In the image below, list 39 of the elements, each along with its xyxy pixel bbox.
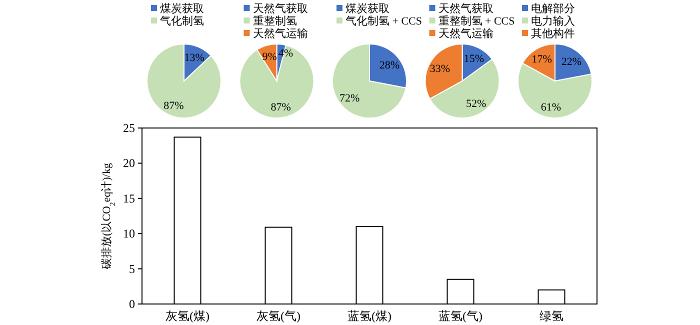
- legend-label: 气化制氢 + CCS: [346, 14, 422, 28]
- data-label: 33%: [430, 62, 450, 75]
- x-tick-label: 灰氢(气): [256, 309, 300, 323]
- legend-label: 电力输入: [531, 14, 575, 28]
- data-label: 61%: [540, 102, 562, 114]
- pie-slice: [239, 44, 314, 118]
- pie-slice: [332, 44, 406, 118]
- legend-label: 天然气获取: [252, 2, 308, 15]
- legend-label: 重整制氢 + CCS: [438, 14, 515, 28]
- data-label: 15%: [464, 52, 484, 65]
- legend-label: 电解部分: [531, 2, 575, 15]
- data-label: 52%: [466, 98, 486, 110]
- data-label: 13%: [184, 52, 204, 64]
- legend-label: 煤炭获取: [160, 2, 204, 15]
- y-tick-label: 15: [123, 191, 135, 206]
- legend-label: 天然气运输: [252, 27, 308, 40]
- pie-slice: [146, 44, 222, 118]
- legend-label: 天然气获取: [438, 2, 494, 15]
- data-label: 22%: [561, 56, 582, 68]
- y-tick-label: 0: [129, 297, 135, 311]
- data-label: 17%: [532, 54, 552, 66]
- x-tick-label: 灰氢(煤): [166, 309, 210, 323]
- x-tick-label: 蓝氢(煤): [348, 309, 392, 323]
- y-tick-label: 20: [123, 156, 135, 170]
- data-label: 87%: [270, 102, 291, 114]
- y-tick-label: 10: [123, 226, 135, 241]
- data-label: 9%: [262, 51, 277, 64]
- x-tick-label: 蓝氢(气): [438, 309, 482, 323]
- data-label: 28%: [379, 59, 400, 72]
- legend-label: 气化制氢: [160, 14, 204, 28]
- y-tick-label: 25: [123, 121, 135, 135]
- legend-label: 煤炭获取: [346, 2, 390, 15]
- legend-label: 其他构件: [531, 27, 575, 40]
- y-tick-label: 5: [129, 262, 135, 276]
- legend-label: 重整制氢: [252, 14, 297, 28]
- data-label: 87%: [164, 100, 184, 112]
- x-tick-label: 绿氢: [540, 309, 564, 323]
- legend-label: 天然气运输: [438, 27, 494, 40]
- data-label: 72%: [339, 92, 360, 105]
